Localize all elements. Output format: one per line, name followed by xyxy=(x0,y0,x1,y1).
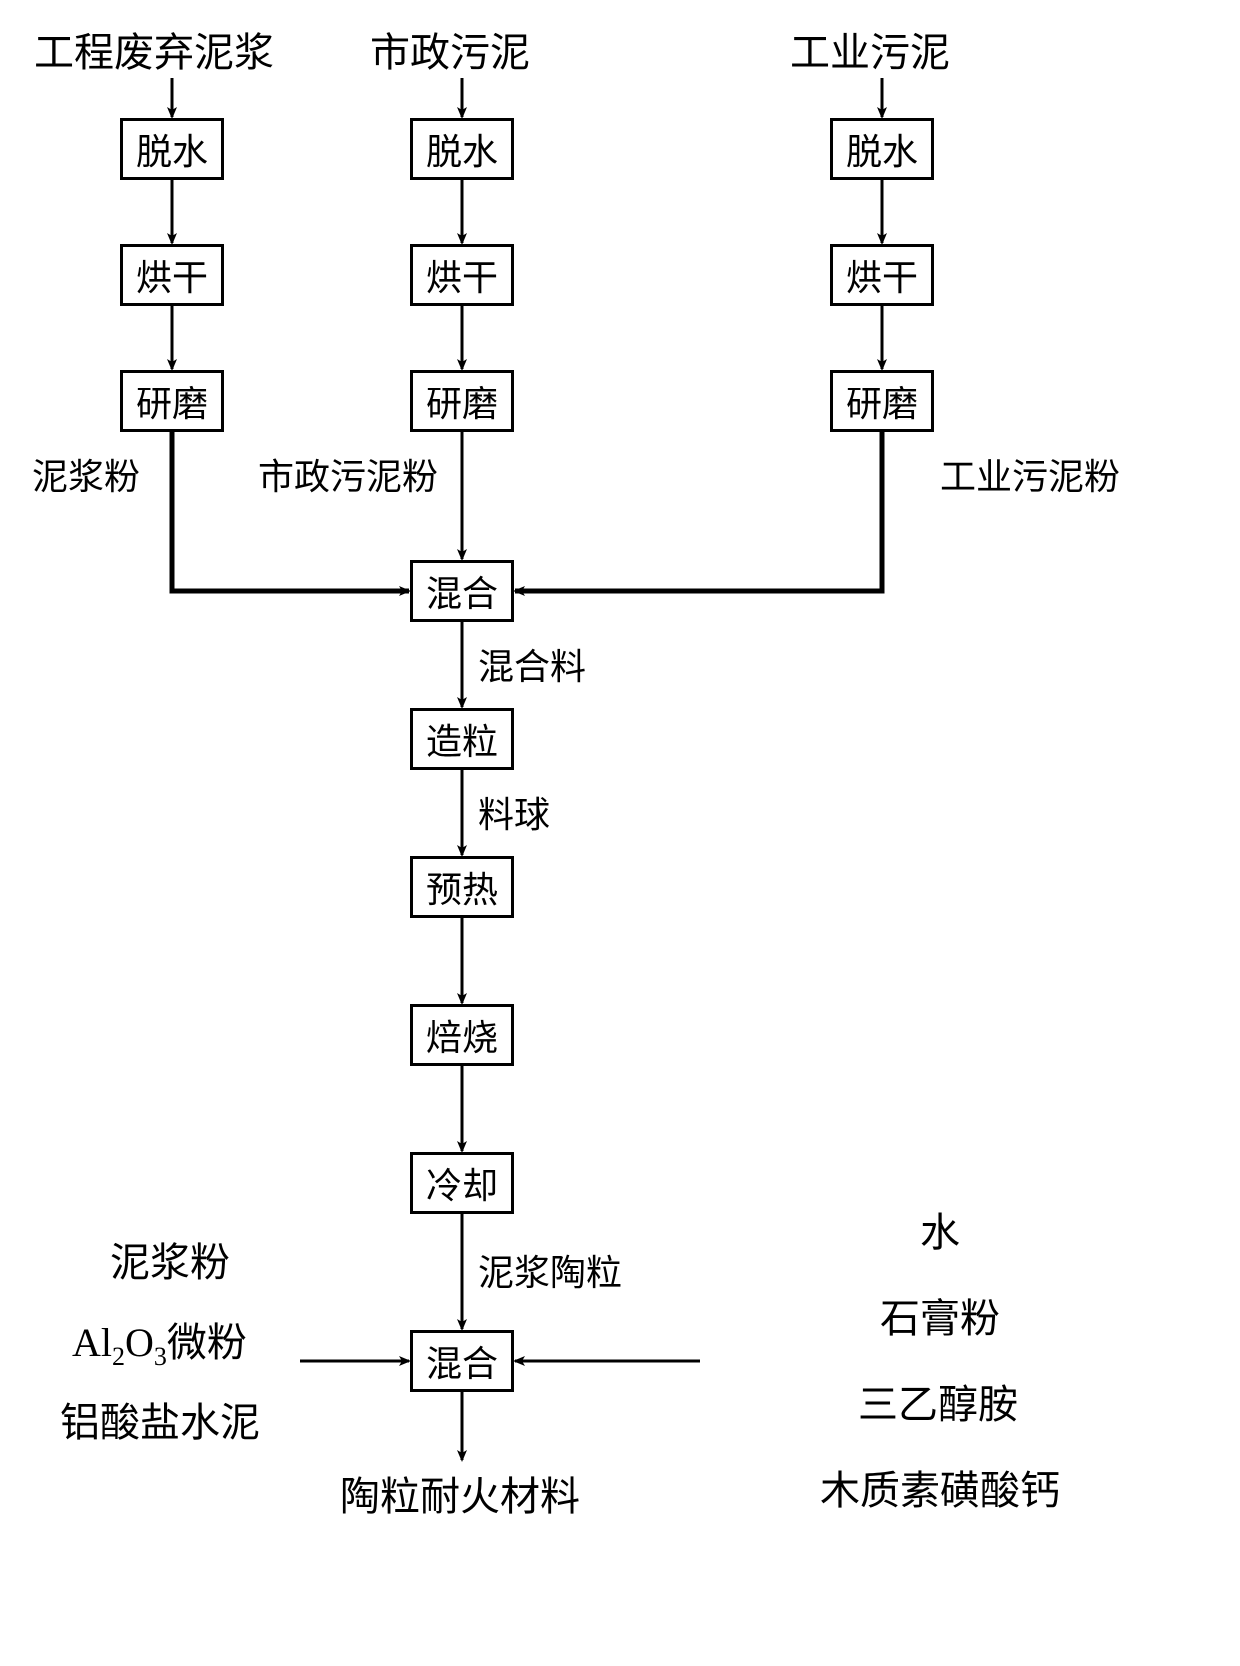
box-mix-1: 混合 xyxy=(410,560,514,622)
mid-label-1: 泥浆粉 xyxy=(32,448,140,500)
input-label-2: 市政污泥 xyxy=(370,20,530,78)
mid-label-6: 泥浆陶粒 xyxy=(478,1244,622,1296)
right-additive-2: 石膏粉 xyxy=(880,1286,1000,1344)
box-dewater-2: 脱水 xyxy=(410,118,514,180)
box-cool: 冷却 xyxy=(410,1152,514,1214)
right-additive-4: 木质素磺酸钙 xyxy=(820,1458,1060,1516)
left-additive-2: Al2O3微粉 xyxy=(72,1310,247,1372)
left-additive-3: 铝酸盐水泥 xyxy=(60,1390,260,1448)
mid-label-2: 市政污泥粉 xyxy=(258,448,438,500)
input-label-3: 工业污泥 xyxy=(790,20,950,78)
right-additive-3: 三乙醇胺 xyxy=(858,1372,1018,1430)
box-grind-2: 研磨 xyxy=(410,370,514,432)
left-additive-1: 泥浆粉 xyxy=(110,1230,230,1288)
box-grind-1: 研磨 xyxy=(120,370,224,432)
box-dry-1: 烘干 xyxy=(120,244,224,306)
box-dry-2: 烘干 xyxy=(410,244,514,306)
mid-label-3: 工业污泥粉 xyxy=(940,448,1120,500)
right-additive-1: 水 xyxy=(920,1200,960,1258)
box-dewater-3: 脱水 xyxy=(830,118,934,180)
box-preheat: 预热 xyxy=(410,856,514,918)
box-mix-2: 混合 xyxy=(410,1330,514,1392)
box-dry-3: 烘干 xyxy=(830,244,934,306)
box-grind-3: 研磨 xyxy=(830,370,934,432)
input-label-1: 工程废弃泥浆 xyxy=(34,20,274,78)
box-bake: 焙烧 xyxy=(410,1004,514,1066)
output-label: 陶粒耐火材料 xyxy=(340,1464,580,1522)
box-dewater-1: 脱水 xyxy=(120,118,224,180)
box-granulate: 造粒 xyxy=(410,708,514,770)
mid-label-5: 料球 xyxy=(478,786,550,838)
mid-label-4: 混合料 xyxy=(478,638,586,690)
